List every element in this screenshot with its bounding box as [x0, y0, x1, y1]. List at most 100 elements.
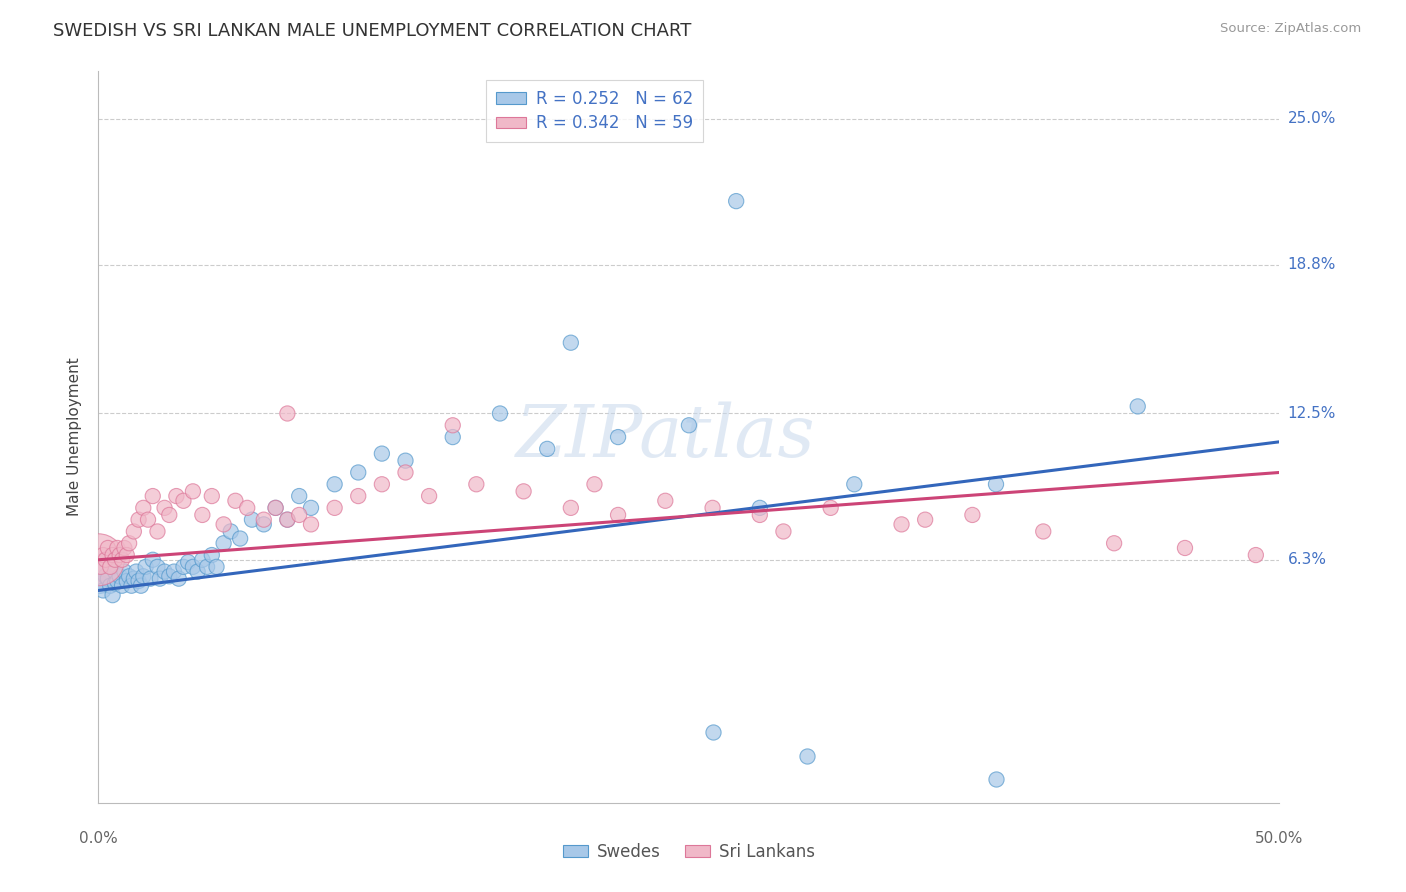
Point [98, 559, 121, 574]
Point [323, 477, 346, 491]
Point [146, 559, 169, 574]
Point [560, 335, 582, 350]
Point [212, 536, 235, 550]
Point [276, 513, 298, 527]
Point [607, 430, 630, 444]
Point [820, 500, 842, 515]
Point [146, 524, 169, 539]
Point [984, 772, 1007, 787]
Point [104, 576, 127, 591]
Point [212, 517, 235, 532]
Point [240, 513, 263, 527]
Point [201, 489, 224, 503]
Legend: R = 0.252   N = 62, R = 0.342   N = 59: R = 0.252 N = 62, R = 0.342 N = 59 [486, 79, 703, 143]
Point [165, 489, 187, 503]
Point [962, 508, 984, 522]
Point [94, 553, 117, 567]
Text: 12.5%: 12.5% [1288, 406, 1336, 421]
Point [654, 493, 676, 508]
Point [172, 493, 194, 508]
Point [229, 532, 252, 546]
Point [441, 430, 464, 444]
Point [748, 500, 770, 515]
Point [253, 513, 276, 527]
Point [394, 453, 416, 467]
Point [253, 517, 276, 532]
Point [1126, 400, 1149, 414]
Point [177, 555, 200, 569]
Point [512, 484, 534, 499]
Point [1244, 548, 1267, 562]
Point [678, 418, 700, 433]
Point [772, 524, 794, 539]
Point [87, 566, 110, 581]
Point [347, 489, 370, 503]
Point [149, 572, 172, 586]
Point [181, 559, 204, 574]
Point [1102, 536, 1125, 550]
Text: 18.8%: 18.8% [1288, 257, 1336, 272]
Point [128, 574, 150, 588]
Point [157, 569, 180, 583]
Point [108, 548, 131, 562]
Point [122, 572, 145, 586]
Point [219, 524, 242, 539]
Point [347, 466, 370, 480]
Point [195, 559, 218, 574]
Point [163, 565, 186, 579]
Point [394, 466, 416, 480]
Text: 0.0%: 0.0% [79, 830, 118, 846]
Point [371, 447, 394, 461]
Point [583, 477, 606, 491]
Point [288, 508, 311, 522]
Point [105, 574, 128, 588]
Point [276, 407, 298, 421]
Point [607, 508, 630, 522]
Point [264, 500, 287, 515]
Point [205, 559, 228, 574]
Point [112, 541, 135, 555]
Point [87, 553, 110, 567]
Point [132, 569, 155, 583]
Point [224, 493, 246, 508]
Point [191, 553, 214, 567]
Y-axis label: Male Unemployment: Male Unemployment [67, 358, 83, 516]
Point [441, 418, 464, 433]
Point [167, 572, 190, 586]
Point [890, 517, 912, 532]
Point [115, 548, 138, 562]
Point [104, 553, 127, 567]
Point [139, 572, 162, 586]
Text: 25.0%: 25.0% [1288, 111, 1336, 126]
Point [128, 513, 150, 527]
Point [101, 588, 124, 602]
Point [844, 477, 866, 491]
Point [323, 500, 346, 515]
Point [129, 579, 152, 593]
Point [104, 565, 127, 579]
Point [153, 565, 176, 579]
Text: 6.3%: 6.3% [1288, 552, 1327, 567]
Point [1032, 524, 1054, 539]
Point [914, 513, 936, 527]
Point [181, 484, 204, 499]
Text: ZIPatlas: ZIPatlas [516, 401, 815, 473]
Point [121, 579, 143, 593]
Point [418, 489, 440, 503]
Point [142, 489, 165, 503]
Point [236, 500, 259, 515]
Point [201, 548, 224, 562]
Point [153, 500, 176, 515]
Point [90, 559, 112, 574]
Point [135, 559, 157, 574]
Point [299, 500, 322, 515]
Point [702, 500, 724, 515]
Point [796, 748, 818, 763]
Point [288, 489, 311, 503]
Point [108, 569, 131, 583]
Point [91, 583, 114, 598]
Point [101, 548, 124, 562]
Point [371, 477, 394, 491]
Point [132, 500, 155, 515]
Point [105, 541, 128, 555]
